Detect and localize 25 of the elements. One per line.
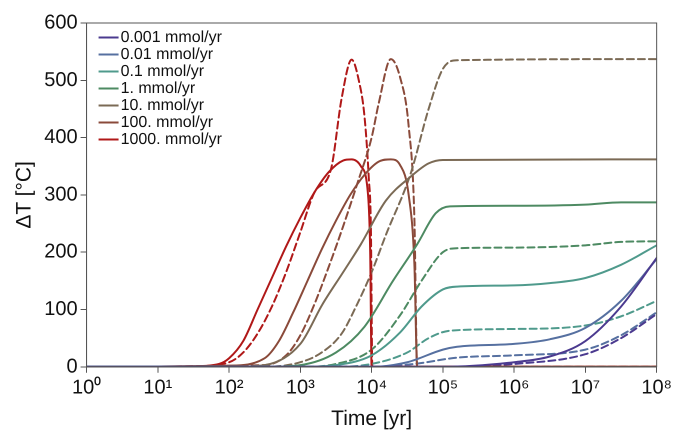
y-axis-title: ΔT [°C] [12, 161, 36, 229]
y-tick-label: 200 [44, 240, 78, 263]
x-tick-label: 10¹ [143, 376, 173, 398]
legend-label: 1000. mmol/yr [120, 130, 223, 148]
y-tick-label: 100 [44, 298, 78, 320]
legend-label: 100. mmol/yr [120, 114, 214, 131]
x-axis-title: Time [yr] [331, 407, 412, 430]
y-tick-label: 500 [44, 68, 78, 91]
legend-label: 1. mmol/yr [120, 80, 196, 97]
y-tick-label: 300 [44, 183, 78, 206]
x-tick-label: 10² [214, 376, 244, 398]
x-tick-label: 10³ [286, 376, 316, 398]
legend-label: 0.001 mmol/yr [120, 28, 223, 46]
x-tick-label: 10⁴ [356, 376, 388, 398]
legend-label: 0.01 mmol/yr [120, 46, 214, 63]
legend-label: 0.1 mmol/yr [120, 62, 205, 80]
x-tick-label: 10⁶ [498, 376, 530, 398]
y-tick-label: 600 [44, 12, 78, 34]
y-tick-label: 400 [44, 126, 78, 148]
x-tick-label: 10⁵ [428, 376, 458, 398]
x-tick-label: 10⁰ [72, 375, 102, 398]
x-tick-label: 10⁸ [641, 376, 672, 398]
legend-label: 10. mmol/yr [120, 96, 205, 114]
x-tick-label: 10⁷ [570, 376, 600, 398]
y-tick-label: 0 [66, 355, 78, 378]
